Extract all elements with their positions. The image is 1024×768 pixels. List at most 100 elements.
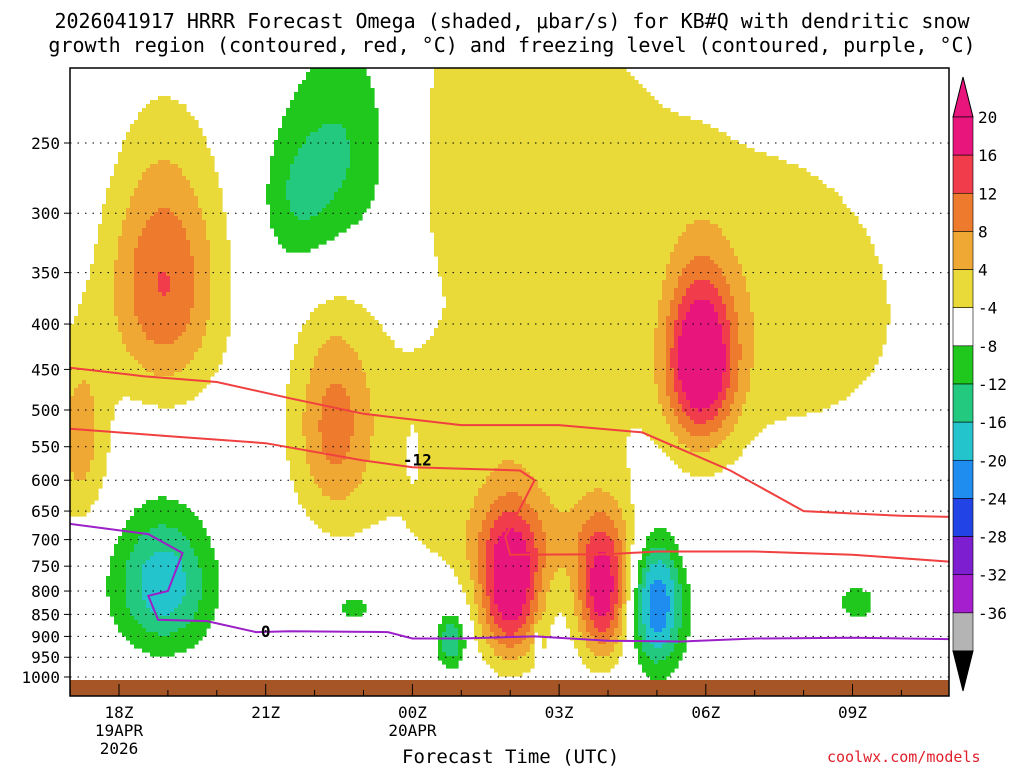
omega-cell (642, 156, 647, 161)
omega-cell (294, 92, 299, 97)
omega-cell (618, 120, 623, 125)
omega-cell (454, 124, 459, 129)
omega-cell (590, 172, 595, 177)
omega-cell (670, 164, 675, 169)
omega-cell (582, 160, 587, 165)
omega-cell (122, 220, 127, 225)
omega-cell (610, 140, 615, 145)
omega-cell (490, 124, 495, 129)
omega-cell (554, 116, 559, 121)
omega-cell (178, 224, 183, 229)
omega-cell (322, 168, 327, 173)
omega-cell (170, 192, 175, 197)
omega-cell (662, 128, 667, 133)
omega-cell (642, 168, 647, 173)
omega-cell (606, 132, 611, 137)
omega-cell (514, 168, 519, 173)
omega-cell (474, 112, 479, 117)
omega-cell (774, 156, 779, 161)
omega-cell (310, 100, 315, 105)
omega-cell (142, 184, 147, 189)
omega-cell (138, 184, 143, 189)
omega-cell (682, 208, 687, 213)
omega-cell (566, 100, 571, 105)
omega-cell (430, 176, 435, 181)
omega-cell (446, 132, 451, 137)
omega-cell (642, 180, 647, 185)
omega-cell (478, 204, 483, 209)
omega-cell (558, 84, 563, 89)
omega-cell (322, 108, 327, 113)
omega-cell (350, 84, 355, 89)
omega-cell (678, 208, 683, 213)
omega-cell (658, 156, 663, 161)
omega-cell (690, 184, 695, 189)
omega-cell (534, 116, 539, 121)
omega-cell (486, 228, 491, 233)
omega-cell (158, 136, 163, 141)
omega-cell (506, 88, 511, 93)
omega-cell (738, 176, 743, 181)
omega-cell (498, 208, 503, 213)
omega-cell (494, 228, 499, 233)
omega-cell (354, 120, 359, 125)
omega-cell (306, 84, 311, 89)
omega-cell (598, 140, 603, 145)
omega-cell (554, 228, 559, 233)
omega-cell (522, 88, 527, 93)
omega-cell (634, 204, 639, 209)
omega-cell (146, 224, 151, 229)
omega-cell (638, 212, 643, 217)
omega-cell (730, 208, 735, 213)
omega-cell (574, 124, 579, 129)
omega-cell (502, 192, 507, 197)
omega-cell (746, 192, 751, 197)
omega-cell (702, 136, 707, 141)
omega-cell (530, 72, 535, 77)
omega-cell (126, 172, 131, 177)
omega-cell (322, 228, 327, 233)
omega-cell (326, 140, 331, 145)
omega-cell (470, 100, 475, 105)
omega-cell (610, 136, 615, 141)
omega-cell (606, 156, 611, 161)
omega-cell (626, 204, 631, 209)
omega-cell (634, 196, 639, 201)
omega-cell (206, 180, 211, 185)
omega-cell (490, 188, 495, 193)
omega-cell (170, 212, 175, 217)
omega-cell (346, 152, 351, 157)
omega-cell (502, 212, 507, 217)
omega-cell (542, 192, 547, 197)
omega-cell (310, 228, 315, 233)
omega-cell (286, 220, 291, 225)
omega-cell (502, 140, 507, 145)
omega-cell (486, 136, 491, 141)
omega-cell (742, 224, 747, 229)
omega-cell (434, 176, 439, 181)
omega-cell (586, 144, 591, 149)
omega-cell (590, 124, 595, 129)
omega-cell (310, 220, 315, 225)
omega-shaded-field (70, 68, 891, 681)
omega-cell (266, 196, 271, 201)
omega-cell (178, 220, 183, 225)
omega-cell (622, 216, 627, 221)
omega-cell (342, 168, 347, 173)
omega-cell (270, 176, 275, 181)
omega-cell (662, 196, 667, 201)
omega-cell (330, 76, 335, 81)
omega-cell (598, 88, 603, 93)
omega-cell (538, 224, 543, 229)
omega-cell (450, 104, 455, 109)
omega-cell (442, 120, 447, 125)
omega-cell (642, 164, 647, 169)
omega-cell (190, 224, 195, 229)
omega-cell (526, 168, 531, 173)
omega-cell (634, 100, 639, 105)
omega-cell (290, 212, 295, 217)
omega-cell (274, 140, 279, 145)
omega-cell (138, 132, 143, 137)
omega-cell (798, 176, 803, 181)
